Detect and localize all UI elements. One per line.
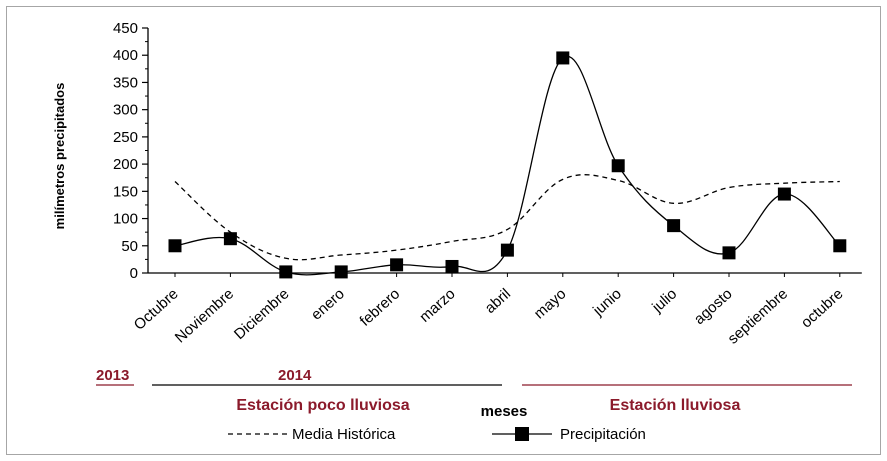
data-point-marker (556, 51, 570, 65)
data-point-marker (223, 232, 237, 246)
legend-square-marker (515, 427, 529, 441)
data-point-marker (390, 258, 404, 272)
y-tick-label: 300 (113, 102, 138, 119)
y-tick-label: 150 (113, 183, 138, 200)
season-label-wet: Estación lluviosa (610, 397, 741, 414)
y-tick-label: 0 (130, 265, 138, 282)
series-line-precipitacion (174, 55, 841, 276)
x-tick-label: mayo (531, 285, 570, 322)
data-point-marker (279, 265, 293, 279)
x-tick-label: marzo (416, 285, 458, 326)
y-axis-label: milímetros precipitados (52, 83, 67, 230)
x-tick-label: agosto (691, 285, 736, 328)
series (168, 51, 847, 279)
data-point-marker (722, 246, 736, 260)
x-tick-label: junio (589, 285, 625, 320)
x-tick-label: octubre (798, 285, 847, 331)
x-tick-label: enero (308, 285, 348, 323)
x-axis-label: meses (481, 403, 528, 420)
x-tick-label: Octubre (131, 285, 182, 333)
data-point-marker (500, 243, 514, 257)
data-point-marker (334, 265, 348, 279)
y-tick-label: 200 (113, 156, 138, 173)
data-point-marker (777, 187, 791, 201)
x-tick-label: febrero (357, 285, 404, 329)
y-tick-label: 450 (113, 20, 138, 37)
y-tick-label: 100 (113, 211, 138, 228)
series-line-media-historica (174, 174, 840, 261)
y-tick-label: 400 (113, 47, 138, 64)
y-tick-label: 250 (113, 129, 138, 146)
data-point-marker (833, 239, 847, 253)
y-tick-label: 350 (113, 74, 138, 91)
chart-frame (6, 6, 881, 455)
data-point-marker (611, 159, 625, 173)
x-tick-label: septiembre (725, 285, 792, 347)
data-point-marker (168, 239, 182, 253)
season-label-dry: Estación poco lluviosa (236, 397, 409, 414)
x-tick-label: Noviembre (172, 285, 237, 346)
x-tick-label: abril (482, 285, 514, 317)
year-label-2014: 2014 (278, 367, 312, 384)
data-point-marker (667, 219, 681, 233)
legend-label-precipitacion: Precipitación (560, 426, 646, 443)
legend: Media Histórica Precipitación (228, 426, 646, 443)
y-tick-label: 50 (121, 238, 138, 255)
year-label-2013: 2013 (96, 367, 129, 384)
legend-label-media: Media Histórica (292, 426, 396, 443)
x-tick-label: Diciembre (231, 285, 293, 343)
x-tick-label: julio (648, 285, 680, 316)
data-point-marker (445, 259, 459, 273)
y-axis: 0 50 100 150 200 250 300 350 400 450 (113, 20, 149, 282)
